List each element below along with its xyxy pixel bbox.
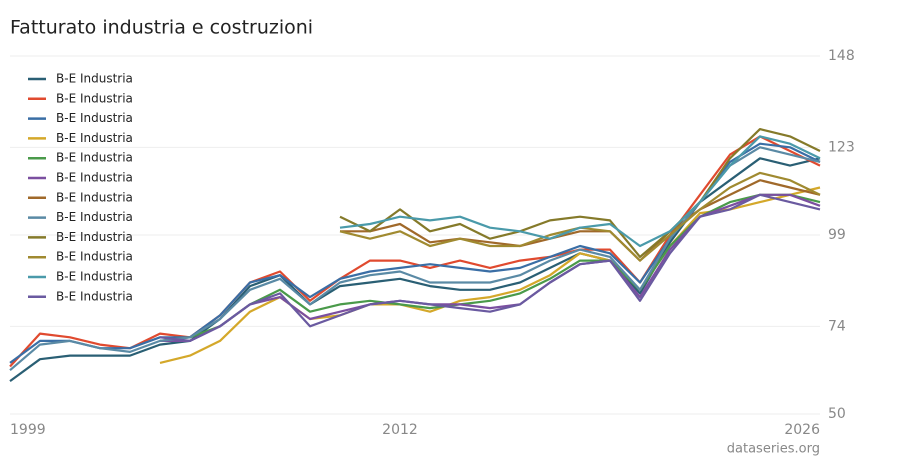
series-line bbox=[340, 179, 821, 262]
x-tick-label: 1999 bbox=[10, 422, 46, 438]
y-tick-label: 50 bbox=[828, 406, 846, 422]
legend-label: B-E Industria bbox=[56, 289, 133, 303]
y-tick-label: 148 bbox=[828, 48, 855, 64]
series-line bbox=[339, 128, 821, 258]
legend-label: B-E Industria bbox=[56, 270, 133, 284]
legend-label: B-E Industria bbox=[56, 151, 133, 165]
chart-title: Fatturato industria e costruzioni bbox=[10, 17, 313, 39]
y-tick-label: 123 bbox=[828, 139, 855, 155]
series-line bbox=[159, 186, 821, 364]
series-line bbox=[9, 135, 821, 368]
legend-label: B-E Industria bbox=[56, 250, 133, 264]
x-tick-label: 2012 bbox=[382, 422, 418, 438]
legend-label: B-E Industria bbox=[56, 91, 133, 105]
series-line bbox=[339, 135, 821, 248]
x-tick-label: 2026 bbox=[784, 422, 820, 438]
series-line bbox=[160, 193, 821, 342]
legend-label: B-E Industria bbox=[56, 72, 133, 86]
legend-label: B-E Industria bbox=[56, 230, 133, 244]
y-tick-label: 74 bbox=[828, 318, 846, 334]
legend-label: B-E Industria bbox=[56, 171, 133, 185]
y-tick-label: 99 bbox=[828, 227, 846, 243]
legend-label: B-E Industria bbox=[56, 190, 133, 204]
legend-label: B-E Industria bbox=[56, 111, 133, 125]
legend-label: B-E Industria bbox=[56, 131, 133, 145]
legend-label: B-E Industria bbox=[56, 210, 133, 224]
series-line bbox=[9, 146, 821, 372]
credit: dataseries.org bbox=[727, 442, 820, 457]
series-line bbox=[159, 193, 821, 342]
series-line bbox=[159, 193, 821, 342]
